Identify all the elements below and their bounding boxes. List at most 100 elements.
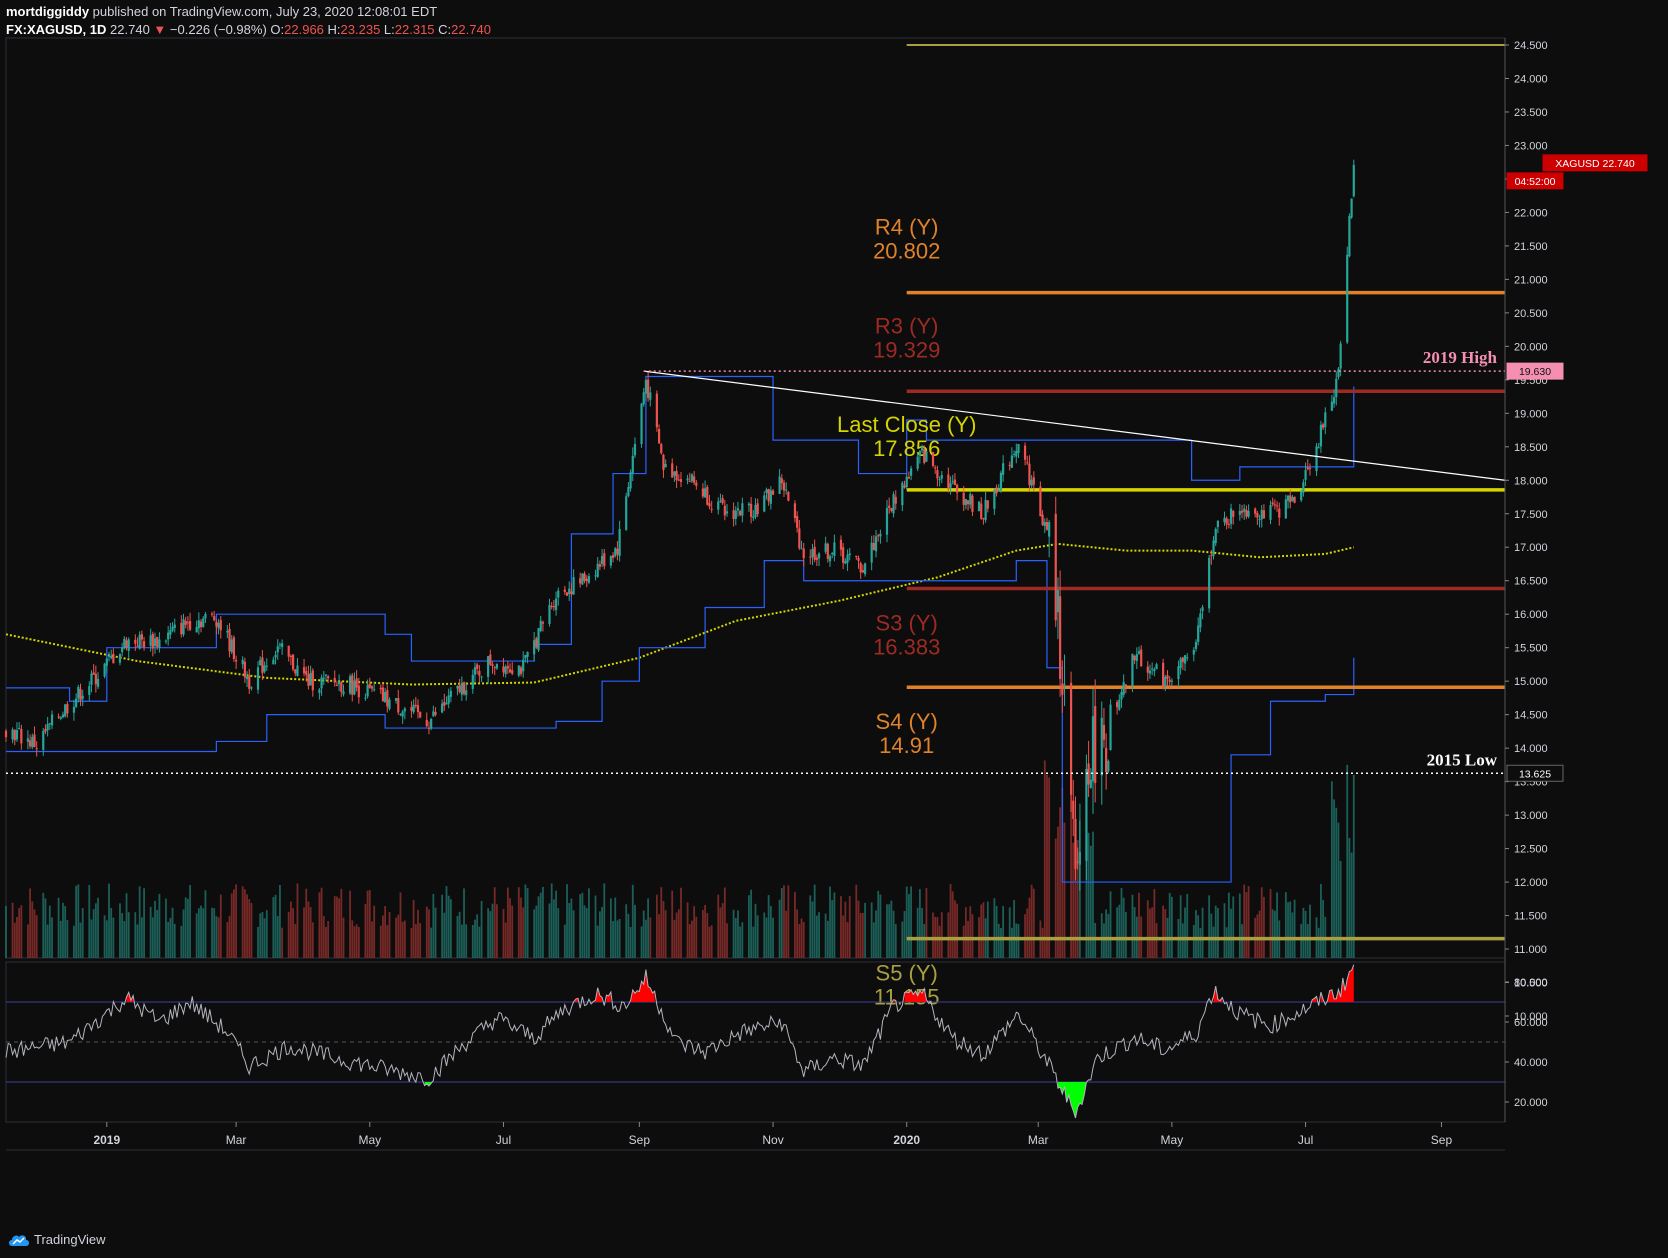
volume-bar: [371, 921, 373, 958]
candle-body: [1183, 655, 1187, 664]
candle-body: [888, 505, 891, 508]
volume-bar: [5, 905, 7, 958]
price-tick-label: 24.000: [1514, 73, 1548, 85]
volume-bar: [997, 923, 1000, 958]
candle-body: [449, 690, 452, 697]
candle-body: [1124, 684, 1127, 686]
volume-bar: [151, 917, 154, 958]
volume-bar: [890, 900, 893, 958]
candle-body: [1335, 378, 1338, 398]
volume-bar: [526, 888, 529, 958]
volume-bar: [552, 899, 555, 958]
candle-body: [379, 687, 382, 690]
volume-bar: [79, 922, 82, 958]
candle-body: [1348, 216, 1351, 257]
volume-bar: [1028, 897, 1031, 958]
price-tick-label: 21.000: [1514, 274, 1548, 286]
candle-body: [1271, 502, 1274, 505]
candle-body: [412, 704, 415, 713]
volume-bar: [217, 917, 220, 958]
candle-body: [1186, 657, 1189, 659]
candle-body: [1306, 467, 1309, 470]
candle-body: [563, 589, 566, 593]
volume-bar: [794, 891, 796, 958]
volume-bar: [517, 887, 520, 958]
tradingview-brand[interactable]: TradingView: [8, 1232, 106, 1247]
volume-bar: [263, 918, 266, 958]
volume-bar: [815, 915, 818, 958]
candle-body: [210, 613, 214, 615]
volume-bar: [721, 903, 724, 958]
volume-bar: [33, 909, 36, 958]
rsi-tick-label: 40.000: [1514, 1057, 1548, 1069]
candle-body: [732, 510, 735, 520]
volume-bar: [861, 912, 864, 958]
candle-body: [1100, 717, 1103, 776]
symbol-label[interactable]: FX:XAGUSD, 1D: [6, 22, 107, 37]
volume-bar: [471, 924, 474, 958]
volume-bar: [1181, 923, 1184, 958]
volume-bar: [274, 894, 277, 958]
volume-bar: [695, 916, 698, 958]
candle-body: [1177, 666, 1180, 680]
author-name[interactable]: mortdiggiddy: [6, 4, 90, 19]
candle-body: [971, 495, 974, 512]
volume-bar: [918, 889, 921, 958]
candle-body: [918, 450, 921, 456]
volume-bar: [901, 921, 904, 958]
candle-body: [966, 500, 970, 505]
candle-body: [706, 487, 709, 505]
volume-bar: [677, 909, 680, 958]
low-label: L:: [383, 22, 395, 37]
volume-bar: [103, 915, 106, 958]
candle-body: [230, 639, 233, 653]
candle-body: [1063, 683, 1066, 685]
volume-bar: [982, 902, 985, 958]
candle-body: [1032, 477, 1035, 485]
candle-body: [156, 636, 159, 647]
candle-body: [1045, 522, 1049, 530]
volume-bar: [493, 887, 496, 958]
volume-bar: [756, 915, 759, 958]
volume-bar: [1100, 913, 1103, 958]
volume-bar: [325, 926, 327, 958]
candle-body: [278, 644, 282, 646]
candle-body: [204, 613, 207, 619]
volume-bar: [35, 915, 38, 958]
candle-body: [1048, 522, 1051, 537]
volume-bar: [1333, 799, 1335, 958]
price-tick-label: 12.000: [1514, 877, 1548, 889]
volume-bar: [932, 912, 934, 958]
volume-bar: [840, 896, 842, 958]
candle-body: [462, 682, 466, 694]
volume-bar: [686, 902, 689, 958]
volume-bar: [1149, 908, 1151, 958]
volume-bar: [257, 926, 259, 958]
candle-body: [747, 503, 751, 506]
candle-body: [1028, 463, 1031, 486]
candle-body: [1286, 495, 1290, 501]
candle-body: [173, 624, 176, 628]
candle-body: [1308, 468, 1312, 470]
volume-bar: [1243, 884, 1246, 958]
volume-bar: [664, 910, 667, 958]
volume-bar: [566, 884, 568, 958]
candle-body: [1148, 670, 1152, 674]
candle-body: [1135, 654, 1138, 661]
volume-bar: [311, 922, 314, 958]
volume-bar: [916, 907, 919, 958]
candle-body: [690, 474, 694, 482]
volume-bar: [980, 904, 983, 958]
candle-body: [180, 623, 183, 635]
candle-body: [493, 667, 496, 669]
candle-body: [149, 635, 152, 646]
candle-body: [1216, 520, 1220, 528]
volume-bar: [219, 894, 222, 958]
volume-bar: [1024, 914, 1026, 958]
volume-bar: [88, 884, 91, 958]
volume-bar: [956, 903, 959, 958]
volume-bar: [51, 917, 53, 958]
volume-bar: [1192, 924, 1195, 958]
volume-bar: [1122, 897, 1125, 958]
